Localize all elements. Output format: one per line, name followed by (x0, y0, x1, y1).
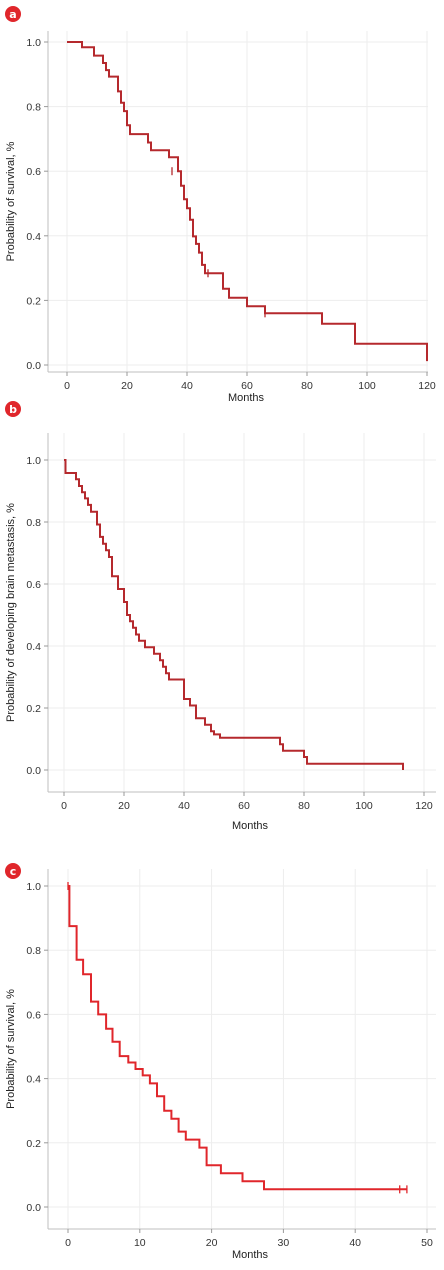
chart-a-ytick-label-1: 0.2 (26, 295, 41, 307)
chart-c-xtick-label-4: 40 (349, 1237, 361, 1249)
chart-b-ytick-label-4: 0.8 (26, 517, 41, 529)
chart-c-panel-label: c (10, 865, 17, 878)
chart-a-panel-badge (5, 6, 21, 22)
chart-b-xtick-label-5: 100 (355, 800, 373, 812)
chart-b: 0 20 40 60 80 100 120 0.0 0.2 0.4 0.6 0.8 1.0 Months P… (5, 401, 436, 832)
chart-c: 0 10 20 30 40 50 0.0 0.2 0.4 0.6 0.8 1.0 Months Proba… (5, 863, 436, 1261)
chart-a-xtick-label-2: 40 (181, 380, 193, 392)
chart-a-ytick-label-2: 0.4 (26, 231, 41, 243)
chart-b-ytick-label-5: 1.0 (26, 455, 41, 467)
chart-c-ytick-label-1: 0.2 (26, 1138, 41, 1150)
chart-c-xtick-label-3: 30 (278, 1237, 290, 1249)
chart-c-xtick-label-2: 20 (206, 1237, 218, 1249)
chart-b-panel-badge (5, 401, 21, 417)
chart-a-ytick-label-4: 0.8 (26, 102, 41, 114)
panel-b: 0 20 40 60 80 100 120 0.0 0.2 0.4 0.6 0.8 1.0 Months P… (0, 398, 444, 840)
chart-b-xtick-label-3: 60 (238, 800, 250, 812)
chart-b-xtick-label-1: 20 (118, 800, 130, 812)
chart-c-plot-area (48, 869, 436, 1229)
chart-b-xtick-label-2: 40 (178, 800, 190, 812)
chart-b-ytick-label-1: 0.2 (26, 703, 41, 715)
chart-b-panel-label: b (9, 403, 17, 416)
chart-c-ytick-label-2: 0.4 (26, 1074, 41, 1086)
chart-a-ytick-label-3: 0.6 (26, 166, 41, 178)
chart-b-survival-curve-0 (64, 459, 404, 770)
chart-a-xtick-label-4: 80 (301, 380, 313, 392)
chart-a-y-axis-title: Probability of survival, % (5, 141, 17, 261)
chart-c-xtick-label-1: 10 (134, 1237, 146, 1249)
chart-b-y-axis-title: Probability of developing brain metastas… (5, 503, 17, 722)
chart-a: 0 20 40 60 80 100 120 0.0 0.2 0.4 0.6 0.8 1.0 Months P… (5, 6, 436, 404)
chart-a-ytick-label-5: 1.0 (26, 37, 41, 49)
chart-c-ytick-label-0: 0.0 (26, 1202, 41, 1214)
chart-b-xtick-label-6: 120 (415, 800, 433, 812)
chart-b-xtick-label-0: 0 (61, 800, 67, 812)
chart-a-xtick-label-3: 60 (241, 380, 253, 392)
chart-a-survival-curve-0 (67, 41, 428, 362)
chart-c-ytick-label-3: 0.6 (26, 1009, 41, 1021)
chart-c-xtick-label-5: 50 (421, 1237, 433, 1249)
chart-a-panel-label: a (9, 8, 16, 21)
chart-a-xtick-label-1: 20 (121, 380, 133, 392)
chart-a-x-axis-title: Months (228, 392, 265, 404)
chart-a-xtick-label-0: 0 (64, 380, 70, 392)
chart-a-plot-area (48, 31, 428, 372)
chart-a-ytick-label-0: 0.0 (26, 360, 41, 372)
panel-a: 0 20 40 60 80 100 120 0.0 0.2 0.4 0.6 0.8 1.0 Months P… (0, 0, 444, 410)
chart-b-xtick-label-4: 80 (298, 800, 310, 812)
chart-b-ytick-label-3: 0.6 (26, 579, 41, 591)
chart-b-ytick-label-2: 0.4 (26, 641, 41, 653)
chart-b-ytick-label-0: 0.0 (26, 765, 41, 777)
chart-b-x-axis-title: Months (232, 820, 269, 832)
chart-c-x-axis-title: Months (232, 1249, 269, 1261)
chart-a-xtick-label-6: 120 (418, 380, 436, 392)
chart-c-ytick-label-4: 0.8 (26, 945, 41, 957)
panel-c: 0 10 20 30 40 50 0.0 0.2 0.4 0.6 0.8 1.0 Months Proba… (0, 856, 444, 1270)
chart-a-xtick-label-5: 100 (358, 380, 376, 392)
chart-b-plot-area (48, 433, 436, 792)
chart-c-ytick-label-5: 1.0 (26, 881, 41, 893)
chart-c-y-axis-title: Probability of survival, % (5, 989, 17, 1109)
chart-c-survival-curve-0 (68, 885, 407, 1191)
chart-c-xtick-label-0: 0 (65, 1237, 71, 1249)
chart-c-panel-badge (5, 863, 21, 879)
